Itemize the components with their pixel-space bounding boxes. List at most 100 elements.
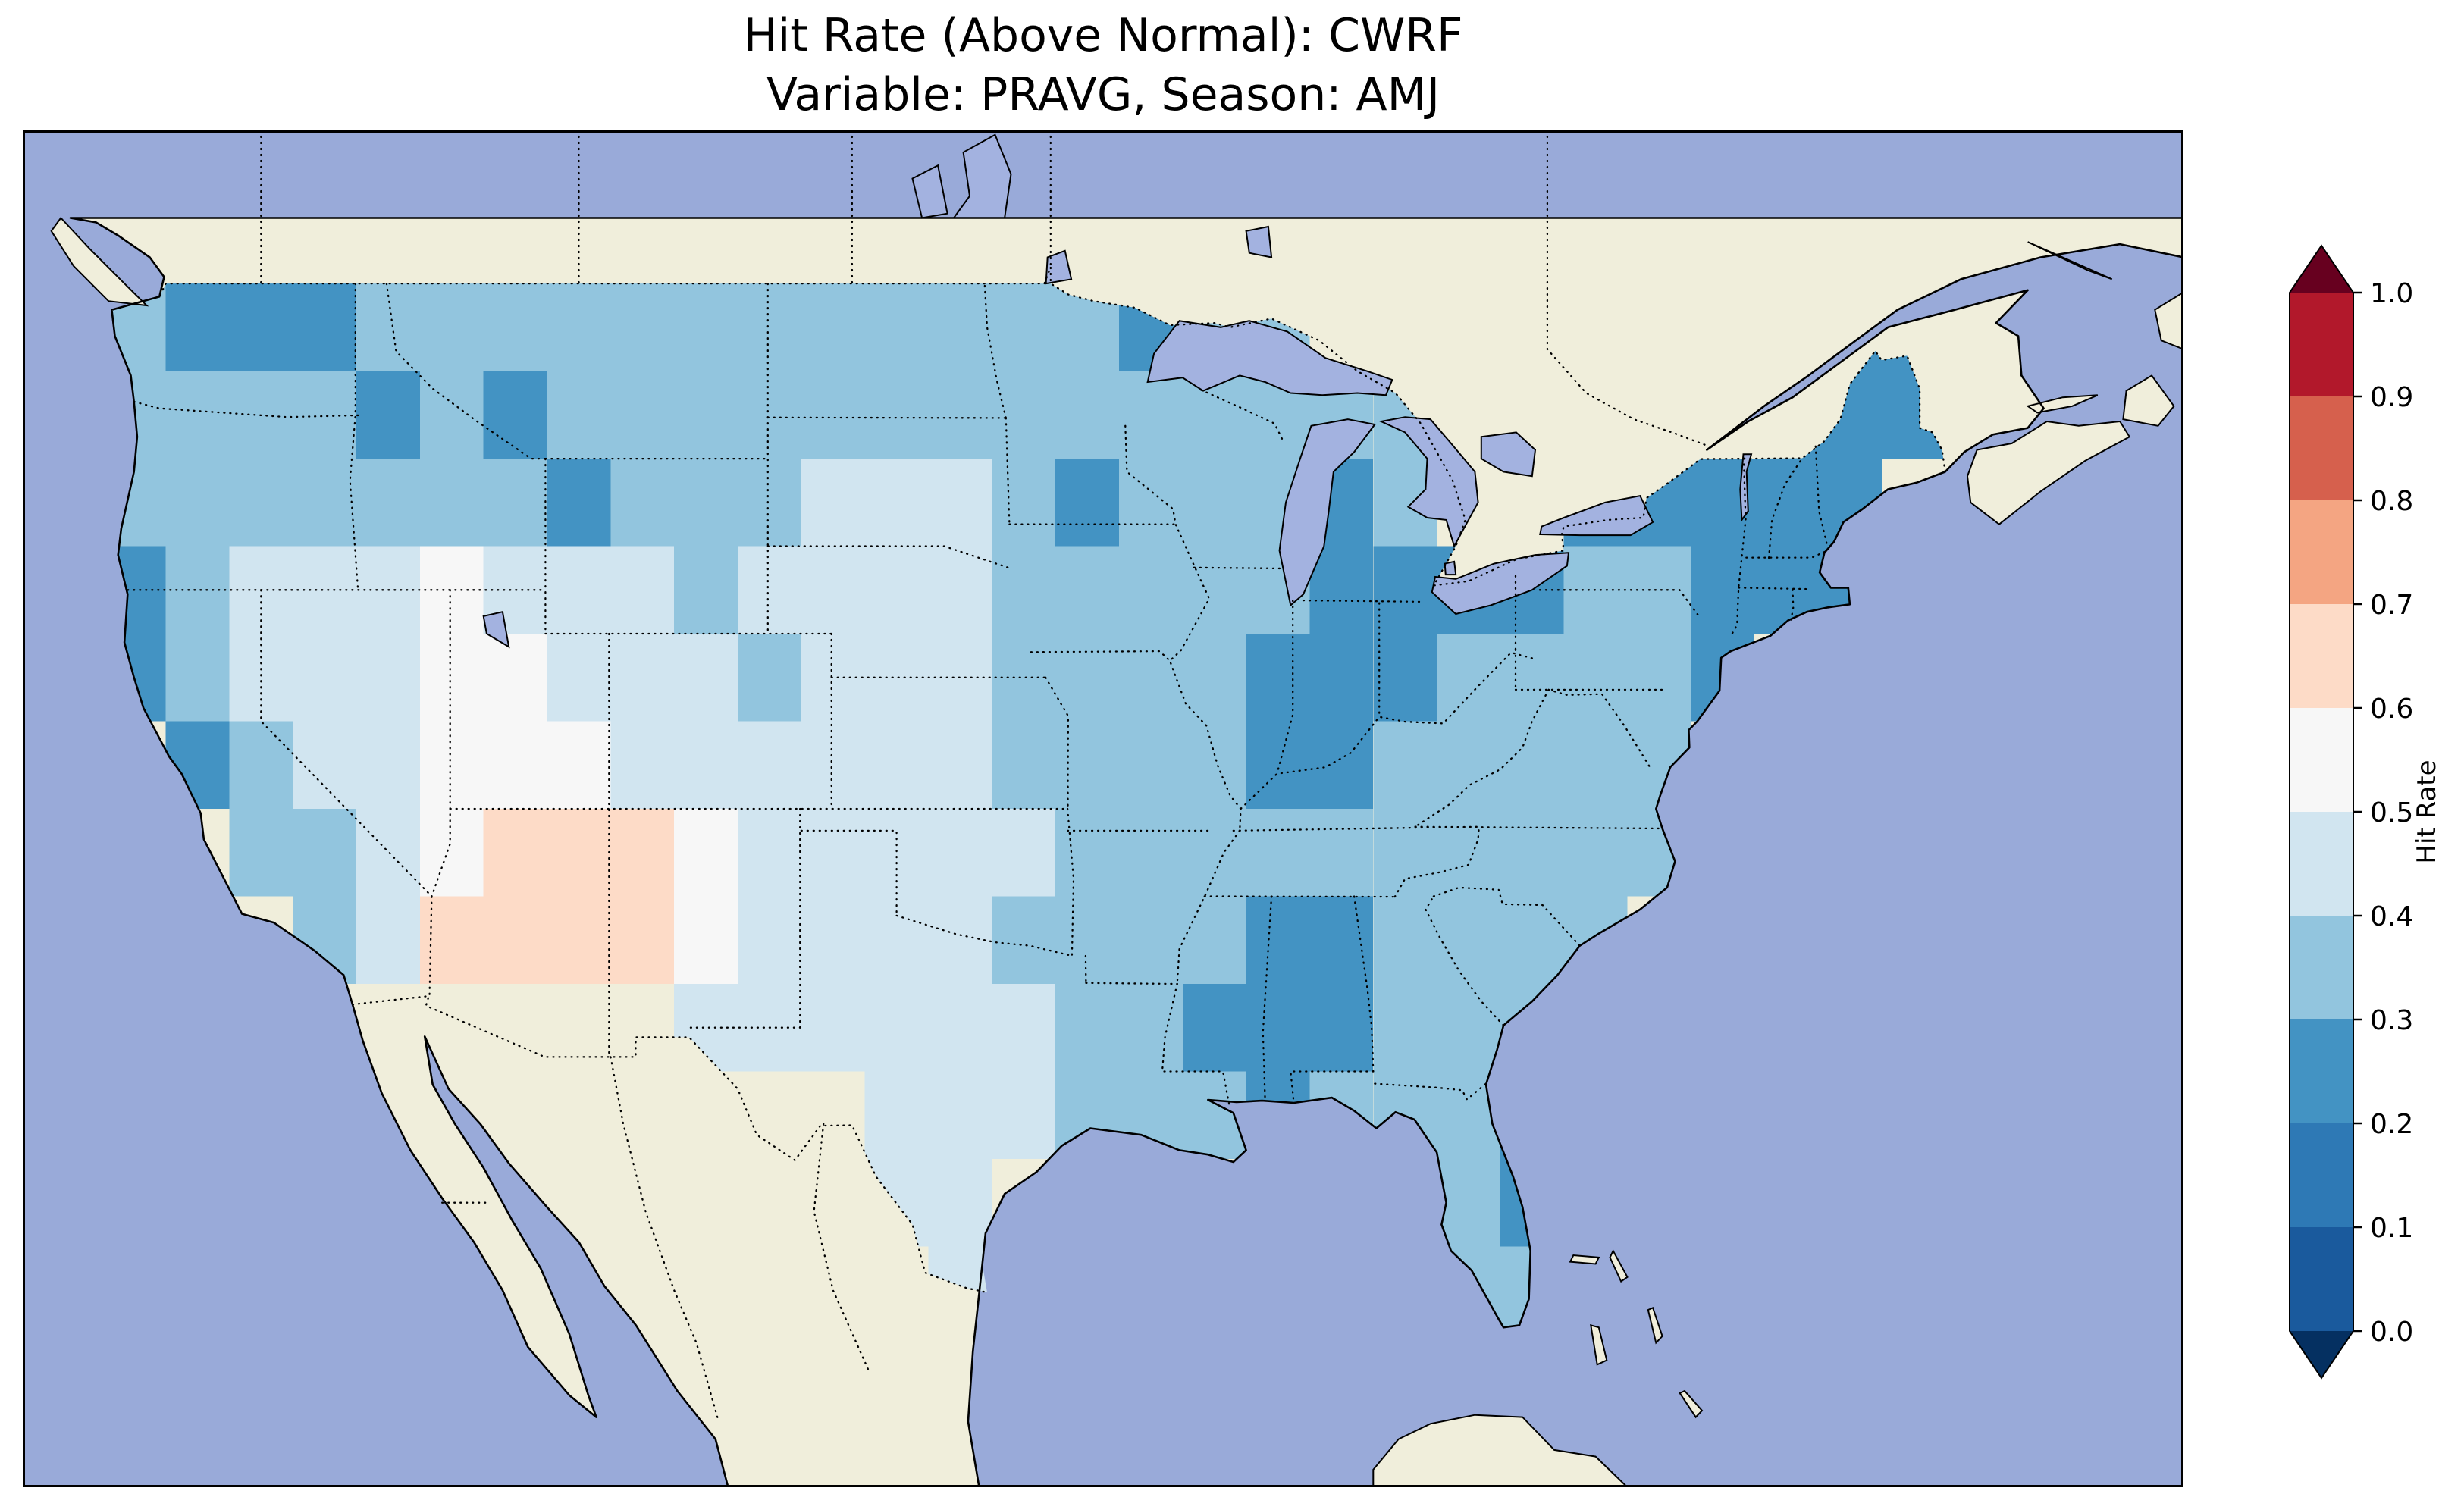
- grid-cell: [928, 896, 992, 984]
- grid-cell: [674, 283, 738, 371]
- state-border: [1393, 825, 1480, 898]
- grid-cell: [801, 721, 865, 809]
- colorbar-segment: [2290, 812, 2353, 916]
- state-border: [1262, 895, 1273, 1102]
- grid-cell: [547, 809, 611, 897]
- grid-cell: [1055, 459, 1119, 547]
- grid-cell: [1055, 634, 1119, 722]
- grid-cell: [1437, 984, 1500, 1072]
- grid-cell: [992, 546, 1056, 634]
- colorbar-extend-arrow-over: [2290, 246, 2353, 293]
- grid-cell: [356, 459, 420, 547]
- grid-cell: [1373, 721, 1437, 809]
- grid-cell: [547, 371, 611, 459]
- grid-cell: [1563, 809, 1628, 897]
- state-border: [1290, 1070, 1375, 1104]
- grid-cell: [419, 371, 484, 459]
- grid-cell: [610, 546, 675, 634]
- state-border: [1414, 688, 1550, 828]
- grid-cell: [928, 1158, 992, 1247]
- grid-cell: [483, 809, 547, 897]
- grid-cell: [1055, 546, 1119, 634]
- grid-cell: [738, 546, 801, 634]
- grid-cell: [419, 896, 484, 984]
- grid-cell: [547, 721, 611, 809]
- colorbar-axis-label: Hit Rate: [2412, 760, 2442, 863]
- grid-cell: [1119, 371, 1183, 459]
- grid-cell: [610, 371, 675, 459]
- grid-cell: [1563, 634, 1628, 722]
- grid-cell: [1500, 634, 1564, 722]
- grid-cell: [229, 721, 293, 809]
- colorbar-segment: [2290, 1227, 2353, 1331]
- grid-cell: [483, 371, 547, 459]
- island: [2026, 394, 2099, 414]
- grid-cell: [801, 809, 865, 897]
- grid-cell: [547, 896, 611, 984]
- state-border: [983, 282, 1007, 419]
- grid-cell: [1119, 809, 1183, 897]
- grid-cell: [419, 634, 484, 722]
- grid-cell: [1055, 984, 1119, 1072]
- grid-cell: [483, 721, 547, 809]
- grid-cell: [738, 459, 801, 547]
- grid-cell: [992, 809, 1056, 897]
- grid-cell: [1246, 896, 1310, 984]
- grid-cell: [293, 459, 357, 547]
- grid-cell: [1373, 896, 1437, 984]
- grid-cell: [864, 283, 929, 371]
- grid-cell: [483, 459, 547, 547]
- title-line-1: Hit Rate (Above Normal): CWRF: [743, 9, 1463, 62]
- grid-cell: [1373, 984, 1437, 1072]
- province-border: [1546, 130, 1708, 446]
- colorbar-segment: [2290, 916, 2353, 1019]
- grid-cell: [419, 459, 484, 547]
- lake: [1480, 431, 1537, 478]
- colorbar-segment: [2290, 500, 2353, 604]
- grid-cell: [864, 546, 929, 634]
- grid-cell: [738, 721, 801, 809]
- grid-cell: [229, 634, 293, 722]
- state-border: [766, 545, 1011, 569]
- state-border: [349, 282, 359, 591]
- grid-cell: [1182, 634, 1246, 722]
- grid-cell: [1182, 809, 1246, 897]
- grid-cell: [864, 371, 929, 459]
- island: [2154, 291, 2183, 350]
- state-border: [800, 829, 898, 917]
- grid-cell: [1437, 634, 1500, 722]
- lake: [911, 164, 948, 219]
- grid-cell: [419, 809, 484, 897]
- grid-cell: [1246, 809, 1310, 897]
- grid-cell: [293, 634, 357, 722]
- grid-cell: [738, 896, 801, 984]
- colorbar-tick-label: 1.0: [2370, 278, 2413, 309]
- grid-cell: [229, 809, 293, 897]
- island: [2122, 374, 2175, 427]
- island: [1647, 1306, 1663, 1345]
- grid-cell: [928, 283, 992, 371]
- grid-cell: [1627, 634, 1691, 722]
- grid-cell: [356, 634, 420, 722]
- grid-cell: [801, 371, 865, 459]
- grid-cell: [610, 459, 675, 547]
- grid-cell: [1246, 634, 1310, 722]
- state-border: [1432, 886, 1581, 947]
- state-border: [1005, 417, 1011, 525]
- lake: [1739, 453, 1753, 522]
- lake: [482, 610, 510, 649]
- grid-cell: [356, 721, 420, 809]
- grid-cell: [1309, 546, 1374, 634]
- province-border: [813, 1123, 870, 1370]
- state-border: [1161, 982, 1230, 1107]
- grid-cell: [1437, 721, 1500, 809]
- state-border: [1538, 589, 1702, 619]
- island: [50, 216, 149, 307]
- hit-rate-grid: [111, 283, 1945, 1328]
- grid-cell: [356, 896, 420, 984]
- grid-cell: [293, 283, 357, 371]
- grid-cell: [1309, 634, 1374, 722]
- grid-cell: [1246, 721, 1310, 809]
- grid-cell: [674, 459, 738, 547]
- grid-cell: [1437, 809, 1500, 897]
